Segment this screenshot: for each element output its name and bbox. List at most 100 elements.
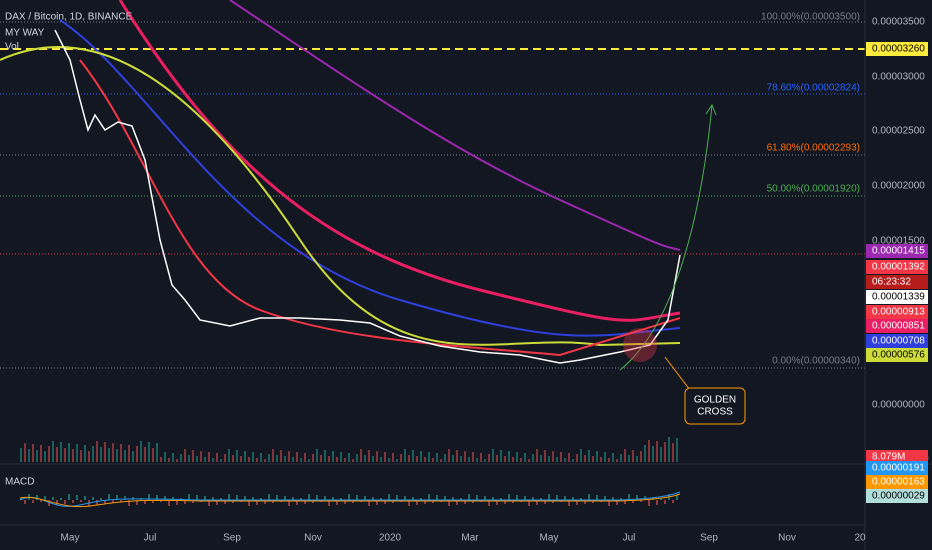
volume-bar bbox=[276, 455, 278, 462]
macd-bar bbox=[52, 497, 54, 500]
volume-bar bbox=[640, 451, 642, 462]
fib-label: 61.80%(0.00002293) bbox=[767, 143, 860, 154]
arrow-head bbox=[705, 103, 717, 116]
volume-bar bbox=[668, 437, 670, 462]
ma-blue bbox=[59, 19, 681, 337]
volume-bar bbox=[112, 443, 114, 462]
indicator-label[interactable]: MY WAY bbox=[5, 28, 45, 39]
volume-bar bbox=[624, 449, 626, 462]
ma-yellow bbox=[0, 46, 681, 347]
volume-bar bbox=[224, 454, 226, 462]
volume-bar bbox=[600, 457, 602, 462]
volume-bar bbox=[304, 453, 306, 462]
volume-bar bbox=[116, 449, 118, 462]
volume-bar bbox=[388, 458, 390, 462]
macd-bar bbox=[604, 496, 606, 500]
macd-bar bbox=[584, 500, 586, 504]
volume-bar bbox=[672, 443, 674, 462]
macd-title[interactable]: MACD bbox=[5, 477, 34, 488]
volume-bar bbox=[184, 449, 186, 462]
volume-bar bbox=[40, 445, 42, 462]
volume-bar bbox=[556, 457, 558, 462]
macd-bar bbox=[56, 500, 58, 505]
macd-bar bbox=[656, 500, 658, 505]
macd-bar bbox=[384, 500, 386, 504]
macd-bar bbox=[572, 497, 574, 500]
macd-bar bbox=[344, 500, 346, 504]
volume-bar bbox=[596, 451, 598, 462]
volume-bar bbox=[48, 446, 50, 462]
macd-bar bbox=[192, 500, 194, 503]
volume-bar bbox=[604, 452, 606, 462]
macd-bar bbox=[424, 500, 426, 504]
ma-red bbox=[79, 59, 681, 357]
price-badge bbox=[866, 348, 928, 362]
macd-bar bbox=[636, 495, 638, 500]
price-badge-text: 0.00000191 bbox=[872, 463, 925, 474]
volume-bar bbox=[72, 449, 74, 462]
volume-bar bbox=[28, 449, 30, 462]
macd-bar bbox=[236, 495, 238, 500]
macd-bar bbox=[356, 495, 358, 500]
volume-bar bbox=[292, 457, 294, 462]
volume-bar bbox=[24, 443, 26, 462]
volume-bar bbox=[512, 457, 514, 462]
macd-bar bbox=[444, 496, 446, 500]
macd-bar bbox=[388, 494, 390, 500]
volume-bar bbox=[100, 447, 102, 462]
volume-bar bbox=[492, 449, 494, 462]
annotation-connector bbox=[664, 356, 691, 391]
price-badge-text: 0.00001392 bbox=[872, 262, 925, 273]
volume-bar bbox=[232, 455, 234, 462]
price-badge-text: 0.00000851 bbox=[872, 321, 925, 332]
macd-bar bbox=[160, 500, 162, 502]
volume-bar bbox=[256, 458, 258, 462]
price-label: 0.00001500 bbox=[872, 236, 925, 247]
volume-bar bbox=[452, 455, 454, 462]
volume-bar bbox=[636, 456, 638, 462]
volume-bar bbox=[80, 450, 82, 462]
macd-bar bbox=[608, 500, 610, 506]
indicator-label[interactable]: Vol bbox=[5, 42, 19, 53]
macd-bar bbox=[348, 494, 350, 500]
macd-bar bbox=[484, 496, 486, 500]
volume-bar bbox=[460, 456, 462, 462]
macd-bar bbox=[416, 500, 418, 505]
volume-bar bbox=[348, 453, 350, 462]
macd-bar bbox=[612, 497, 614, 500]
macd-bar bbox=[104, 500, 106, 504]
macd-bar bbox=[252, 497, 254, 500]
macd-bar bbox=[208, 500, 210, 506]
volume-bar bbox=[520, 458, 522, 462]
volume-bar bbox=[472, 452, 474, 462]
macd-bar bbox=[64, 500, 66, 504]
macd-bar bbox=[504, 500, 506, 504]
time-label: Sep bbox=[223, 533, 241, 544]
volume-bar bbox=[248, 457, 250, 462]
macd-bar bbox=[456, 500, 458, 505]
price-badge bbox=[866, 461, 928, 475]
volume-bar bbox=[448, 449, 450, 462]
macd-bar bbox=[556, 495, 558, 500]
macd-bar bbox=[144, 500, 146, 504]
volume-bar bbox=[212, 458, 214, 462]
volume-bar bbox=[456, 450, 458, 462]
symbol[interactable]: DAX / Bitcoin, 1D, BINANCE bbox=[5, 12, 133, 23]
volume-bar bbox=[124, 450, 126, 462]
volume-bar bbox=[524, 453, 526, 462]
macd-bar bbox=[544, 500, 546, 504]
volume-bar bbox=[208, 452, 210, 462]
macd-bar bbox=[580, 498, 582, 500]
volume-bar bbox=[268, 454, 270, 462]
volume-bar bbox=[36, 450, 38, 462]
macd-bar bbox=[664, 500, 666, 504]
macd-bar bbox=[176, 500, 178, 505]
volume-bar bbox=[344, 458, 346, 462]
volume-bar bbox=[288, 451, 290, 462]
macd-bar bbox=[676, 495, 678, 500]
fib-label: 100.00%(0.00003500) bbox=[761, 12, 860, 23]
time-label: Mar bbox=[461, 533, 479, 544]
macd-bar bbox=[156, 495, 158, 500]
volume-bar bbox=[608, 458, 610, 462]
annotation-text: CROSS bbox=[697, 407, 733, 418]
